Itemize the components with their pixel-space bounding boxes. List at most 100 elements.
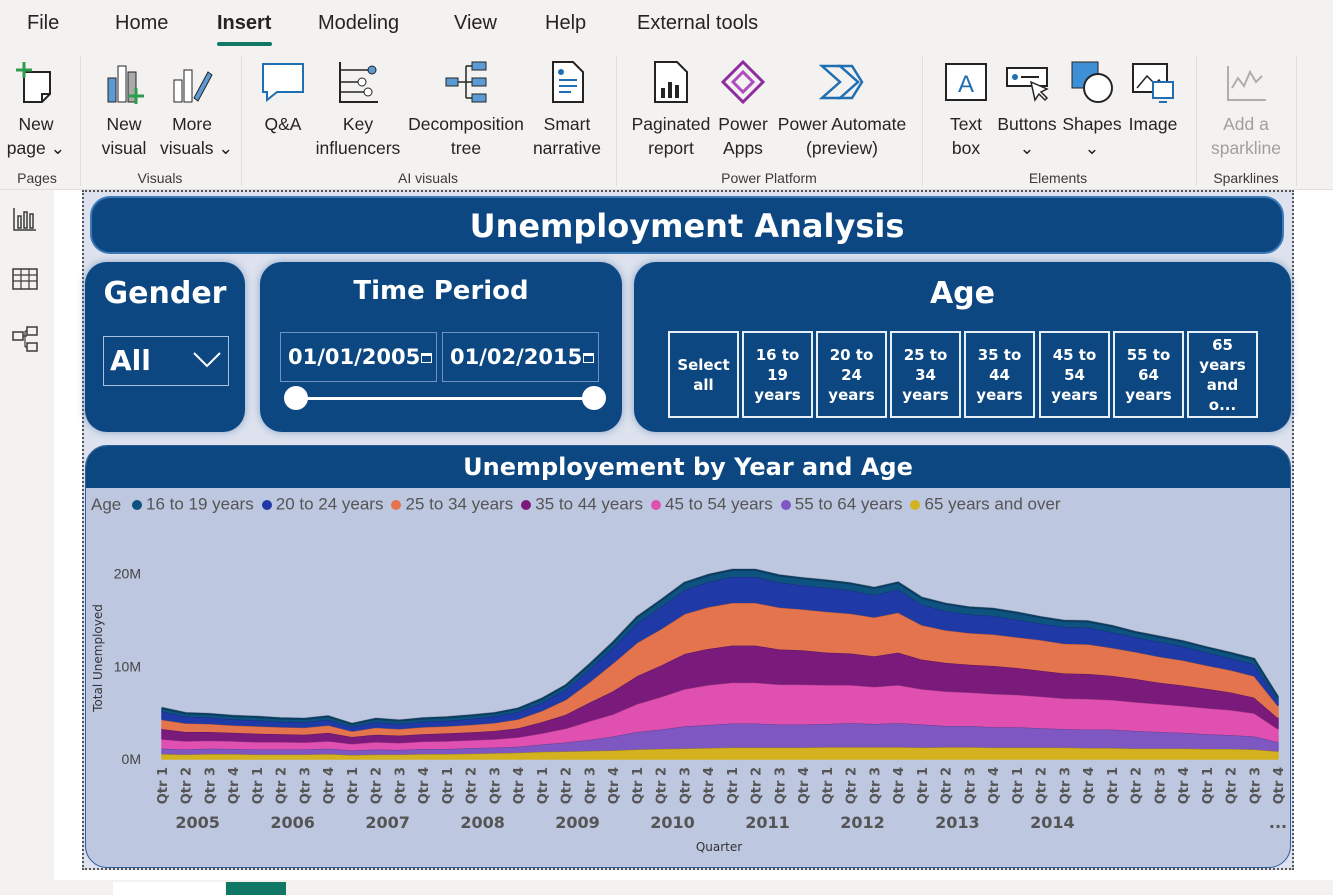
group-power-platform: Power Platform: [721, 170, 817, 186]
age-16-19-button[interactable]: 16 to 19 years: [742, 331, 813, 418]
legend-item[interactable]: 55 to 64 years: [780, 494, 902, 515]
new-page-button[interactable]: New page ⌄: [4, 50, 68, 165]
x-tick-label: Qtr 4: [892, 767, 907, 804]
x-tick-label: Qtr 2: [1130, 767, 1145, 804]
smart-narrative-button[interactable]: Smart narrative: [530, 50, 604, 165]
age-65-over-button[interactable]: 65 years and o...: [1187, 331, 1258, 418]
calendar-icon[interactable]: [583, 352, 594, 363]
menu-help[interactable]: Help: [545, 12, 587, 34]
add-sparkline-button[interactable]: Add a sparkline: [1206, 50, 1286, 165]
age-35-44-button[interactable]: 35 to 44 years: [964, 331, 1035, 418]
x-tick-label: Qtr 2: [1225, 767, 1240, 804]
buttons-button[interactable]: Buttons ⌄: [996, 50, 1058, 165]
legend-marker: [780, 499, 791, 510]
buttons-icon: [1006, 67, 1049, 102]
decomposition-tree-icon: [445, 61, 487, 103]
add-sparkline-label-2: sparkline: [1210, 138, 1282, 158]
chart-title: Unemployement by Year and Age: [86, 446, 1290, 488]
smart-narrative-label-1: Smart: [543, 114, 591, 134]
legend-item[interactable]: 35 to 44 years: [521, 494, 643, 515]
x-tick-label: Qtr 3: [963, 767, 978, 804]
x-tick-label: Qtr 4: [512, 767, 527, 804]
menu-view[interactable]: View: [454, 12, 497, 34]
report-view-icon[interactable]: [10, 204, 40, 234]
power-apps-icon: [720, 59, 766, 105]
x-tick-label: Qtr 4: [987, 767, 1002, 804]
power-automate-button[interactable]: Power Automate (preview): [774, 50, 910, 165]
x-tick-label: Qtr 3: [299, 767, 314, 804]
x-tick-label: Qtr 3: [868, 767, 883, 804]
decomposition-tree-button[interactable]: Decomposition tree: [404, 50, 528, 165]
paginated-report-button[interactable]: Paginated report: [630, 50, 712, 165]
x-tick-label: Qtr 4: [322, 767, 337, 804]
power-apps-button[interactable]: Power Apps: [714, 50, 772, 165]
qa-icon: [262, 63, 304, 103]
data-view-icon[interactable]: [10, 264, 40, 294]
ribbon-separator: [616, 56, 617, 186]
ribbon-separator: [80, 56, 81, 186]
group-sparklines: Sparklines: [1213, 170, 1279, 186]
text-box-button[interactable]: A Text box: [938, 50, 994, 165]
age-20-24-button[interactable]: 20 to 24 years: [816, 331, 887, 418]
x-tick-label: Qtr 1: [1011, 767, 1026, 804]
group-visuals: Visuals: [137, 170, 183, 186]
slider-start-handle[interactable]: [284, 386, 308, 410]
menu-modeling[interactable]: Modeling: [318, 12, 400, 34]
new-visual-button[interactable]: New visual: [95, 50, 153, 165]
menu-insert[interactable]: Insert: [217, 12, 272, 34]
shapes-label-2: ⌄: [1084, 138, 1100, 158]
shapes-button[interactable]: Shapes ⌄: [1060, 50, 1124, 165]
x-tick-label: Qtr 4: [417, 767, 432, 804]
more-visuals-button[interactable]: More visuals ⌄: [160, 50, 233, 165]
legend-marker: [391, 499, 402, 510]
end-date-input[interactable]: 01/02/2015: [442, 332, 599, 382]
qa-button[interactable]: Q&A: [253, 50, 313, 165]
paginated-report-icon: [654, 61, 688, 103]
age-select-all-button[interactable]: Select all: [668, 331, 739, 418]
x-year-label: 2010: [650, 813, 695, 832]
key-influencers-icon: [339, 62, 378, 103]
age-25-34-button[interactable]: 25 to 34 years: [890, 331, 961, 418]
slider-end-handle[interactable]: [582, 386, 606, 410]
y-tick-label: 10M: [114, 658, 141, 674]
legend-item[interactable]: 45 to 54 years: [650, 494, 773, 515]
calendar-icon[interactable]: [421, 352, 432, 363]
x-tick-label: Qtr 2: [275, 767, 290, 804]
x-year-label: 2013: [935, 813, 980, 832]
report-title: Unemployment Analysis: [90, 196, 1284, 254]
start-date-input[interactable]: 01/01/2005: [280, 332, 437, 382]
age-45-54-button[interactable]: 45 to 54 years: [1039, 331, 1110, 418]
x-tick-label: Qtr 1: [821, 767, 836, 804]
legend-item[interactable]: 16 to 19 years: [131, 494, 254, 515]
legend-item[interactable]: 20 to 24 years: [261, 494, 383, 515]
smart-narrative-icon: [552, 61, 584, 103]
more-visuals-icon: [173, 69, 213, 103]
model-view-icon[interactable]: [10, 324, 40, 354]
x-tick-label: Qtr 3: [583, 767, 598, 804]
key-influencers-button[interactable]: Key influencers: [313, 50, 403, 165]
gender-slicer-title: Gender: [103, 276, 227, 311]
x-tick-label: Qtr 4: [702, 767, 717, 804]
menu-home[interactable]: Home: [115, 12, 169, 34]
age-slicer: Age Select all 16 to 19 years 20 to 24 y…: [634, 262, 1291, 432]
x-tick-label: Qtr 1: [631, 767, 646, 804]
menu-file[interactable]: File: [27, 12, 60, 34]
area-series-edge: [161, 568, 1280, 726]
menu-external-tools[interactable]: External tools: [637, 12, 759, 34]
unemployment-chart-visual[interactable]: Unemployement by Year and Age Age 16 to …: [85, 445, 1291, 868]
new-visual-icon: [107, 65, 144, 104]
age-55-64-button[interactable]: 55 to 64 years: [1113, 331, 1184, 418]
view-switcher-pane: [0, 190, 54, 895]
legend-item[interactable]: 25 to 34 years: [391, 494, 513, 515]
add-page-tab[interactable]: [226, 882, 286, 895]
date-range-slider[interactable]: [296, 397, 594, 400]
legend-item[interactable]: 65 years and over: [910, 494, 1061, 515]
image-icon: [1132, 63, 1174, 103]
image-button[interactable]: Image: [1124, 50, 1182, 165]
page-tab[interactable]: [113, 882, 225, 895]
area-series[interactable]: [161, 569, 1279, 727]
x-tick-label: Qtr 3: [678, 767, 693, 804]
gender-dropdown[interactable]: All: [103, 336, 229, 386]
power-apps-label-2: Apps: [723, 138, 763, 158]
area-chart[interactable]: 0M 10M 20M Total Unemployed Qtr 1 Qtr 2 Qtr 3 Q…: [86, 488, 1291, 868]
